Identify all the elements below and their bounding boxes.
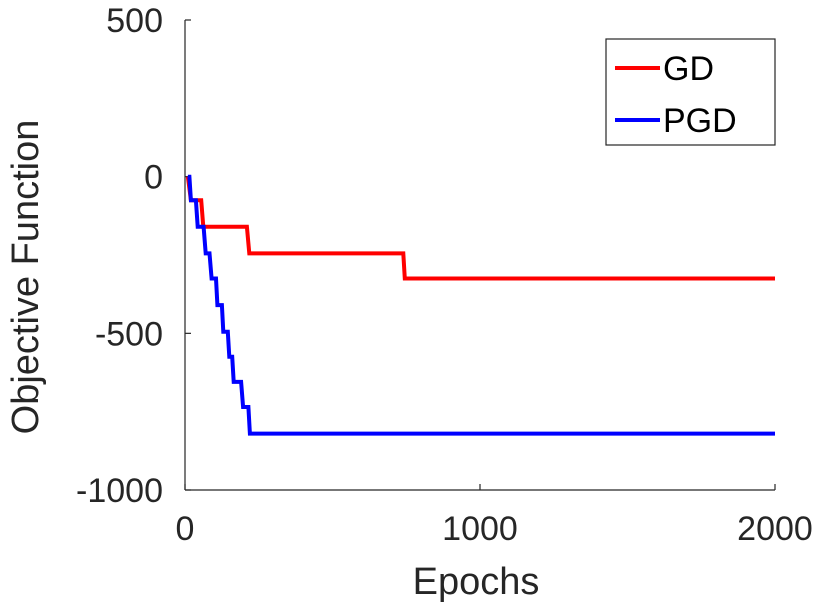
y-tick-label: -500 xyxy=(95,315,163,353)
legend-label-gd: GD xyxy=(663,50,714,88)
y-tick-label: 500 xyxy=(106,2,163,40)
ticks: 500 0 -500 -1000 0 1000 2000 xyxy=(76,2,813,548)
legend-label-pgd: PGD xyxy=(663,102,737,140)
series-layer xyxy=(185,174,775,436)
x-tick-label: 1000 xyxy=(442,510,518,548)
series-line-gd xyxy=(185,176,775,281)
x-axis-title: Epochs xyxy=(413,561,540,603)
x-tick-label: 0 xyxy=(176,510,195,548)
legend-box xyxy=(605,38,776,146)
y-tick-label: 0 xyxy=(144,159,163,197)
x-tick-label: 2000 xyxy=(737,510,813,548)
y-tick-label: -1000 xyxy=(76,472,163,510)
series-line-pgd xyxy=(187,174,775,436)
legend: GD PGD xyxy=(605,38,776,146)
y-axis-title: Objective Function xyxy=(5,120,47,435)
